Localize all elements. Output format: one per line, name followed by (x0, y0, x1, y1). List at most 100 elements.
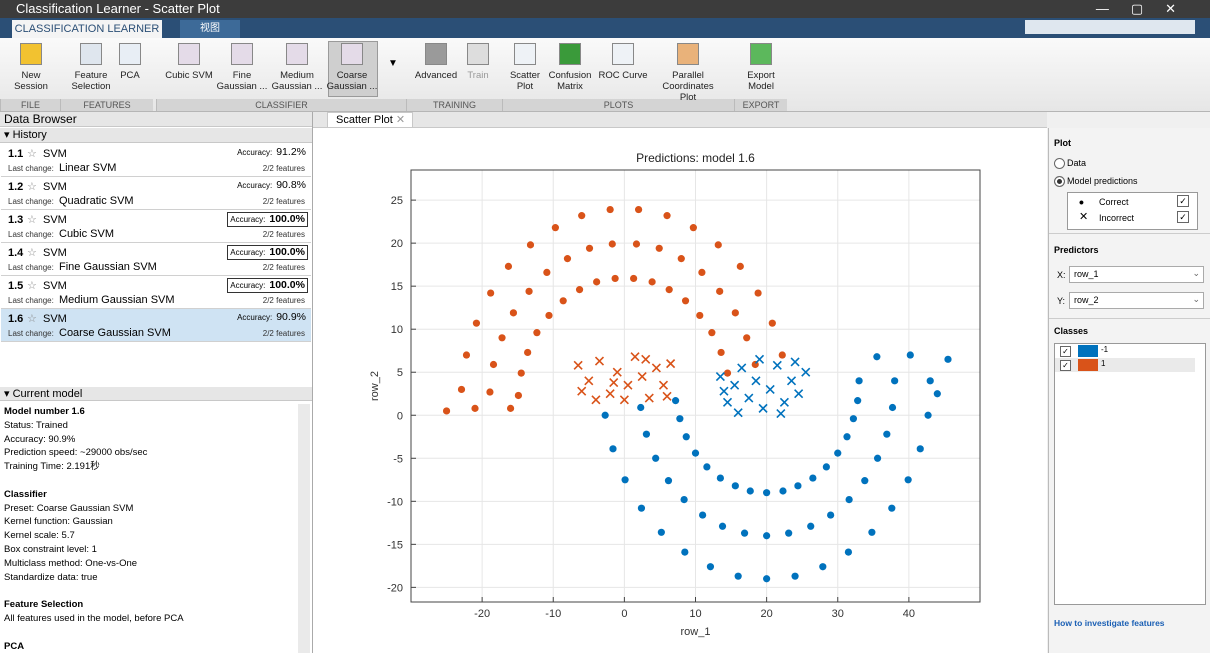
button-icon (425, 43, 447, 65)
checkbox[interactable]: ✓ (1060, 346, 1071, 357)
correct-point (703, 463, 711, 471)
toolbar-button[interactable]: Coarse Gaussian ... (320, 43, 384, 92)
star: ☆ (27, 214, 37, 226)
incorrect-point (630, 352, 640, 362)
toolbar-button[interactable]: Confusion Matrix (538, 43, 602, 92)
plot-tab[interactable]: Scatter Plot ✕ (327, 112, 413, 127)
correct-point (827, 511, 835, 519)
correct-point (723, 369, 732, 377)
group-label: FILE (0, 99, 60, 111)
correct-point (763, 489, 771, 497)
correct-point (736, 262, 744, 270)
correct-point (462, 351, 471, 359)
dropdown[interactable]: row_1 ⌄ (1069, 266, 1204, 283)
toolbar-button[interactable]: Cubic SVM (157, 43, 221, 81)
toolbar-button[interactable]: Medium Gaussian ... (265, 43, 329, 92)
feature-count: 2/2 features (262, 329, 305, 338)
history-item[interactable]: 1.4 ☆ SVM Accuracy: 100.0% Last change: Fine G… (1, 243, 311, 276)
y-tick-label: -20 (387, 582, 403, 594)
correct-point (873, 353, 881, 361)
history-item[interactable]: 1.1 ☆ SVM Accuracy: 91.2% Last change: Linear … (1, 144, 311, 177)
model-id: 1.5 (8, 280, 24, 292)
divider (1049, 233, 1210, 234)
correct-point (706, 563, 715, 571)
gallery-arrow[interactable]: ▼ (388, 58, 398, 69)
accuracy-value: 100.0% (269, 246, 305, 258)
toolbar-button[interactable]: Export Model (729, 43, 793, 92)
accuracy-box: Accuracy: 100.0% (227, 278, 308, 293)
correct-point (526, 241, 535, 249)
correct-point (665, 286, 673, 294)
dropdown-arrow: ⌄ (1192, 268, 1200, 278)
checkbox[interactable]: ✓ (1060, 360, 1071, 371)
button-label: Coordinates Plot (662, 81, 714, 103)
group-label: PLOTS (502, 99, 734, 111)
correct-point (763, 575, 771, 583)
toolbar-button[interactable]: Fine Gaussian ... (210, 43, 274, 92)
x-tick-label: -20 (474, 608, 490, 620)
correct-point (779, 487, 787, 495)
button-icon (286, 43, 308, 65)
history-item[interactable]: 1.2 ☆ SVM Accuracy: 90.8% Last change: Quadrat… (1, 177, 311, 210)
section-header[interactable]: ▾ Current model (0, 387, 312, 401)
toolbar-button[interactable]: Advanced (404, 43, 468, 81)
radio[interactable] (1054, 176, 1065, 187)
toolbar-button[interactable]: ROC Curve (591, 43, 655, 81)
correct-point (471, 404, 479, 412)
accuracy-value: 91.2% (276, 146, 306, 158)
section-header[interactable]: ▾ History (0, 128, 312, 143)
incorrect-point (751, 376, 761, 386)
scrollbar[interactable] (298, 404, 310, 653)
help-link[interactable]: How to investigate features (1054, 618, 1165, 628)
section-title: Plot (1054, 138, 1071, 148)
dropdown-arrow: ⌄ (1192, 294, 1200, 304)
toolbar-button[interactable]: Feature Selection (59, 43, 123, 92)
correct-point (637, 403, 645, 412)
window-controls[interactable]: —▢✕ (1095, 1, 1198, 16)
toolbar-button[interactable]: New Session (0, 43, 63, 92)
toolbar-button[interactable]: Train (446, 43, 510, 81)
button-label: Parallel (672, 70, 704, 81)
correct-point (533, 329, 541, 337)
tab[interactable]: CLASSIFICATION LEARNER (12, 20, 162, 38)
section-heading: Model number 1.6 (4, 406, 85, 417)
checkbox[interactable]: ✓ (1177, 211, 1189, 223)
correct-point (819, 563, 827, 571)
y-axis-label: row_2 (369, 371, 381, 401)
change-label: Last change: (8, 296, 54, 305)
tab[interactable]: 视图 (180, 20, 240, 38)
marker-symbol: • (1079, 194, 1084, 210)
history-item[interactable]: 1.5 ☆ SVM Accuracy: 100.0% Last change: Medium… (1, 276, 311, 309)
accuracy-value: 90.9% (276, 311, 306, 323)
quick-access[interactable] (1025, 20, 1195, 34)
button-icon (341, 43, 363, 65)
accuracy-label: Accuracy: (237, 148, 273, 157)
accuracy-box: Accuracy: 90.8% (235, 179, 308, 192)
section-title: Classes (1054, 326, 1089, 336)
toolbar-button[interactable]: PCA (98, 43, 162, 81)
radio[interactable] (1054, 158, 1065, 169)
correct-point (655, 244, 663, 252)
toolbar-button[interactable]: Scatter Plot (493, 43, 557, 92)
history-item[interactable]: 1.3 ☆ SVM Accuracy: 100.0% Last change: Cubic … (1, 210, 311, 243)
selected-highlight (328, 41, 378, 97)
radio-label: Model predictions (1067, 176, 1138, 186)
history-item[interactable]: 1.6 ☆ SVM Accuracy: 90.9% Last change: Coarse … (1, 309, 311, 342)
toolbar-button[interactable]: Parallel Coordinates Plot (656, 43, 720, 103)
correct-point (657, 528, 665, 536)
accuracy-box: Accuracy: 100.0% (227, 212, 308, 227)
correct-point (708, 329, 716, 337)
correct-point (888, 504, 896, 512)
button-label: Cubic SVM (165, 70, 213, 81)
incorrect-point (733, 408, 743, 418)
correct-point (545, 311, 553, 320)
feature-count: 2/2 features (262, 230, 305, 239)
star: ☆ (27, 313, 37, 325)
x-tick-label: 40 (903, 608, 915, 620)
incorrect-point (577, 386, 587, 396)
checkbox[interactable]: ✓ (1177, 195, 1189, 207)
group-label: EXPORT (734, 99, 787, 111)
correct-point (785, 529, 793, 537)
model-id: 1.4 (8, 247, 24, 259)
dropdown[interactable]: row_2 ⌄ (1069, 292, 1204, 309)
